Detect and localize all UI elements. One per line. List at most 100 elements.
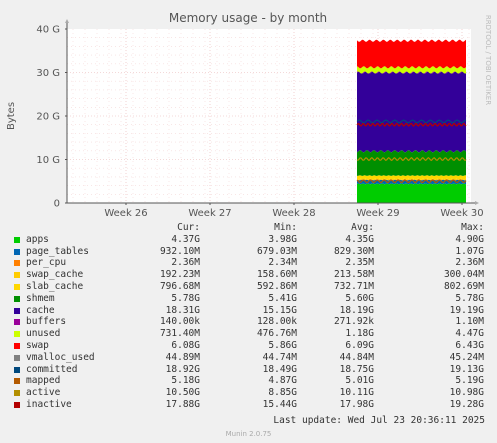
line-inactive	[356, 122, 467, 127]
legend-avg: 44.84M	[339, 351, 374, 363]
legend-cur: 2.36M	[171, 257, 200, 269]
rrdtool-credit: RRDTOOL / TOBI OETIKER	[484, 15, 492, 105]
x-tick-label: Week 27	[188, 208, 231, 219]
legend-max: 4.47G	[455, 328, 484, 340]
legend-min: 8.85G	[268, 387, 297, 399]
legend-max: 19.28G	[449, 398, 484, 410]
legend-cur: 6.08G	[171, 339, 200, 351]
legend-max: 45.24M	[449, 351, 484, 363]
area-unused	[357, 66, 466, 74]
legend-row-per_cpu: per_cpu 2.36M 2.34M 2.35M 2.36M	[0, 257, 497, 269]
legend-cur: 140.00k	[159, 316, 200, 328]
legend-name: active	[26, 387, 61, 399]
legend-name: per_cpu	[26, 257, 67, 269]
memory-usage-chart: Memory usage - by month Bytes RRDTOOL / …	[6, 11, 492, 219]
legend-swatch	[14, 390, 20, 397]
area-shmem	[357, 150, 466, 176]
legend-row-mapped: mapped 5.18G 4.87G 5.01G 5.19G	[0, 375, 497, 387]
legend-header-row: Cur: Min: Avg: Max:	[0, 222, 497, 234]
legend-cur: 731.40M	[159, 328, 200, 340]
legend-avg: 18.19G	[339, 304, 374, 316]
legend-max: 5.78G	[455, 292, 484, 304]
legend-swatch	[14, 354, 20, 361]
legend-row-cache: cache 18.31G 15.15G 18.19G 19.19G	[0, 305, 497, 317]
legend-swatch	[14, 331, 20, 338]
legend-avg: 18.75G	[339, 363, 374, 375]
y-tick-label: 40 G	[36, 25, 60, 36]
legend-name: swap_cache	[26, 269, 84, 281]
legend-row-committed: committed 18.92G 18.49G 18.75G 19.13G	[0, 364, 497, 376]
legend-cur: 5.78G	[171, 292, 200, 304]
header-avg: Avg:	[351, 222, 374, 233]
x-tick-label: Week 26	[104, 208, 147, 219]
legend-table: Cur: Min: Avg: Max: apps 4.37G 3.98G 4.35G 4…	[0, 222, 497, 411]
legend-row-active: active 10.50G 8.85G 10.11G 10.98G	[0, 387, 497, 399]
header-cur: Cur:	[177, 222, 200, 233]
legend-row-swap: swap 6.08G 5.86G 6.09G 6.43G	[0, 340, 497, 352]
legend-cur: 5.18G	[171, 375, 200, 387]
x-tick-label: Week 28	[272, 208, 315, 219]
legend-avg: 1.18G	[345, 328, 374, 340]
legend-min: 18.49G	[262, 363, 297, 375]
last-update-text: Last update: Wed Jul 23 20:36:11 2025	[273, 415, 485, 426]
legend-row-vmalloc_used: vmalloc_used 44.89M 44.74M 44.84M 45.24M	[0, 352, 497, 364]
legend-row-apps: apps 4.37G 3.98G 4.35G 4.90G	[0, 234, 497, 246]
legend-rows: apps 4.37G 3.98G 4.35G 4.90G page_tables 932.1…	[0, 234, 497, 411]
legend-swatch	[14, 401, 20, 408]
legend-max: 19.13G	[449, 363, 484, 375]
legend-avg: 4.35G	[345, 233, 374, 245]
legend-avg: 271.92k	[333, 316, 374, 328]
legend-min: 5.41G	[268, 292, 297, 304]
axes: 0 10 G 20 G 30 G 40 G Week 26 Week 27 Week 28 We…	[36, 19, 484, 219]
legend-min: 679.03M	[256, 245, 297, 257]
chart-title: Memory usage - by month	[169, 11, 327, 25]
legend-max: 1.07G	[455, 245, 484, 257]
legend-row-unused: unused 731.40M 476.76M 1.18G 4.47G	[0, 328, 497, 340]
legend-max: 6.43G	[455, 339, 484, 351]
legend-swatch	[14, 248, 20, 255]
legend-cur: 18.92G	[165, 363, 200, 375]
legend-avg: 829.30M	[333, 245, 374, 257]
y-tick-label: 10 G	[36, 155, 60, 166]
legend-name: vmalloc_used	[26, 351, 95, 363]
legend-swatch	[14, 366, 20, 373]
legend-avg: 2.35M	[345, 257, 374, 269]
y-tick-label: 30 G	[36, 68, 60, 79]
header-min: Min:	[274, 222, 297, 233]
legend-max: 10.98G	[449, 387, 484, 399]
legend-name: shmem	[26, 292, 55, 304]
legend-min: 592.86M	[256, 280, 297, 292]
legend-avg: 6.09G	[345, 339, 374, 351]
legend-cur: 932.10M	[159, 245, 200, 257]
legend-max: 2.36M	[455, 257, 484, 269]
legend-name: unused	[26, 328, 61, 340]
legend-name: page_tables	[26, 245, 89, 257]
legend-min: 128.00k	[256, 316, 297, 328]
legend-min: 4.87G	[268, 375, 297, 387]
legend-swatch	[14, 319, 20, 326]
legend-avg: 17.98G	[339, 398, 374, 410]
legend-row-slab_cache: slab_cache 796.68M 592.86M 732.71M 802.69M	[0, 281, 497, 293]
legend-row-shmem: shmem 5.78G 5.41G 5.60G 5.78G	[0, 293, 497, 305]
legend-name: apps	[26, 233, 49, 245]
legend-row-inactive: inactive 17.88G 15.44G 17.98G 19.28G	[0, 399, 497, 411]
legend-min: 158.60M	[256, 269, 297, 281]
legend-cur: 17.88G	[165, 398, 200, 410]
munin-version: Munin 2.0.75	[225, 430, 272, 438]
legend-row-swap_cache: swap_cache 192.23M 158.60M 213.58M 300.04M	[0, 269, 497, 281]
legend-max: 802.69M	[443, 280, 484, 292]
legend-min: 15.44G	[262, 398, 297, 410]
legend-cur: 44.89M	[165, 351, 200, 363]
legend-avg: 10.11G	[339, 387, 374, 399]
legend-swatch	[14, 272, 20, 279]
legend-min: 44.74M	[262, 351, 297, 363]
legend-name: buffers	[26, 316, 67, 328]
legend-min: 3.98G	[268, 233, 297, 245]
legend-swatch	[14, 283, 20, 290]
legend-swatch	[14, 295, 20, 302]
legend-max: 19.19G	[449, 304, 484, 316]
legend-swatch	[14, 260, 20, 267]
header-max: Max:	[461, 222, 484, 233]
area-slab_cache	[357, 175, 466, 180]
